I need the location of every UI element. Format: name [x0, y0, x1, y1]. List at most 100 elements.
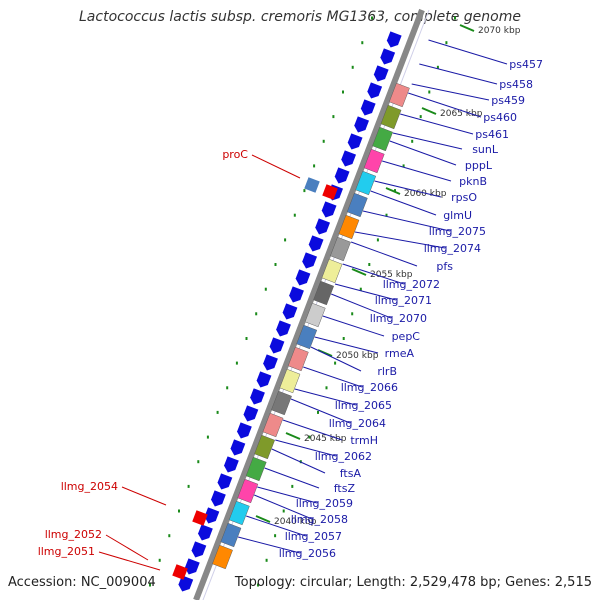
- strand-dot-0-13: [245, 337, 248, 340]
- strand-dot-1-3: [428, 90, 431, 94]
- gene-block-inner-15: [262, 412, 284, 438]
- gene-block-outer-4: [360, 99, 376, 116]
- strand-dot-1-15: [325, 386, 328, 390]
- strand-dot-1-4: [419, 115, 422, 119]
- gene-label-pepc: pepC: [392, 330, 421, 343]
- leader-line-llmg-2074: [354, 231, 446, 249]
- gene-block-outer-16: [282, 303, 298, 320]
- gene-block-outer-0: [386, 31, 402, 48]
- kbp-tick-5: [285, 432, 301, 440]
- kbp-tick-6: [255, 515, 271, 523]
- strand-dot-1-19: [291, 484, 294, 488]
- leader-line-llmg-2072: [342, 263, 405, 285]
- strand-dot-0-15: [226, 386, 229, 390]
- leader-line-llmg-2075: [362, 210, 451, 232]
- gene-block-inner-6: [338, 214, 360, 240]
- gene-label-ps460: ps460: [483, 111, 517, 124]
- gene-label-proc: proC: [222, 148, 248, 161]
- leader-line-llmg-2052: [105, 534, 149, 561]
- map-title: Lactococcus lactis subsp. cremoris MG136…: [79, 9, 521, 25]
- gene-block-outer-8: [334, 167, 350, 184]
- strand-dot-0-21: [168, 534, 171, 538]
- gene-block-inner-1: [380, 104, 402, 130]
- gene-track: [172, 31, 410, 592]
- gene-block-inner-12: [287, 346, 309, 372]
- strand-dot-1-9: [376, 238, 379, 242]
- gene-block-outer-21: [250, 388, 265, 405]
- gene-label-llmg-2072: llmg_2072: [383, 278, 440, 291]
- kbp-label-4: 2050 kbp: [336, 351, 379, 361]
- strand-dot-1-2: [436, 65, 439, 69]
- strand-dot-0-8: [293, 213, 296, 217]
- gene-block-inner-7: [330, 236, 351, 262]
- strand-dot-0-16: [216, 410, 219, 414]
- leader-line-rmea: [314, 336, 379, 354]
- leader-line-llmg-2062: [275, 439, 337, 457]
- leader-line-llmg-2057: [246, 515, 307, 537]
- strand-dot-0-7: [303, 189, 306, 193]
- strand-dot-0-0: [371, 16, 373, 20]
- strand-dot-1-14: [334, 361, 337, 365]
- gene-block-inner-21: [212, 544, 233, 570]
- gene-label-pfs: pfs: [436, 260, 453, 273]
- gene-block-outer-11: [315, 218, 331, 235]
- gene-block-inner-17: [245, 456, 267, 482]
- strand-dot-1-21: [274, 534, 277, 538]
- isolated-gene-2: [192, 510, 208, 526]
- leader-line-llmg-2058: [254, 494, 313, 520]
- gene-label-llmg-2075: llmg_2075: [429, 225, 486, 238]
- leader-line-pknb: [382, 160, 452, 182]
- gene-block-inner-19: [228, 500, 250, 526]
- kbp-ticks: 2070 kbp 2065 kbp 2060 kbp 2055 kbp 2050 kbp…: [255, 24, 521, 527]
- backbone-line: [193, 8, 425, 602]
- gene-block-outer-12: [308, 235, 324, 252]
- kbp-label-0: 2070 kbp: [478, 26, 521, 36]
- strand-dot-0-12: [255, 312, 258, 316]
- leader-line-llmg-2065: [294, 388, 357, 406]
- strand-dot-1-22: [265, 558, 268, 562]
- gene-label-pppl: pppL: [465, 159, 493, 172]
- gene-block-inner-2: [372, 126, 393, 152]
- kbp-label-6: 2040 kbp: [274, 517, 317, 527]
- gene-block-outer-18: [269, 337, 285, 354]
- gene-block-inner-5: [346, 192, 368, 218]
- gene-block-outer-5: [354, 116, 370, 133]
- gene-block-inner-3: [363, 148, 385, 174]
- leader-line-ftsa: [271, 448, 326, 474]
- leader-line-llmg-2059: [257, 486, 318, 504]
- gene-label-sunl: sunL: [472, 143, 499, 156]
- strand-dot-0-22: [158, 558, 161, 562]
- strand-dot-0-5: [322, 139, 325, 143]
- strand-dot-0-4: [332, 115, 335, 119]
- gene-label-llmg-2066: llmg_2066: [341, 381, 398, 394]
- gene-label-llmg-2056: llmg_2056: [279, 547, 336, 560]
- leader-line-llmg-2066: [303, 366, 363, 388]
- gene-block-outer-25: [224, 456, 239, 473]
- gene-label-llmg-2064: llmg_2064: [329, 417, 386, 430]
- strand-dot-0-14: [235, 361, 238, 365]
- strand-dot-1-11: [359, 287, 362, 291]
- leader-line-llmg-2070: [331, 293, 392, 319]
- leader-line-rpso: [374, 180, 442, 198]
- gene-label-llmg-2059: llmg_2059: [296, 497, 353, 510]
- gene-label-glmu: glmU: [443, 209, 472, 222]
- strand-dot-1-0: [454, 16, 456, 20]
- strand-dot-0-9: [284, 238, 287, 242]
- gene-block-outer-32: [178, 575, 194, 592]
- gene-block-inner-14: [271, 390, 292, 416]
- gene-label-ps457: ps457: [509, 58, 543, 71]
- gene-label-pknb: pknB: [459, 175, 487, 188]
- gene-label-rlrb: rlrB: [377, 365, 397, 378]
- gene-block-outer-19: [263, 354, 278, 371]
- gene-block-inner-16: [254, 434, 275, 460]
- kbp-tick-3: [351, 268, 367, 276]
- leader-line-ps460: [408, 92, 482, 118]
- leader-line-sunl: [392, 132, 463, 150]
- gene-label-llmg-2070: llmg_2070: [370, 312, 427, 325]
- gene-block-inner-4: [355, 170, 377, 196]
- strand-dot-1-5: [411, 139, 414, 143]
- gene-label-llmg-2051: llmg_2051: [38, 545, 95, 558]
- gene-label-llmg-2058: llmg_2058: [291, 513, 348, 526]
